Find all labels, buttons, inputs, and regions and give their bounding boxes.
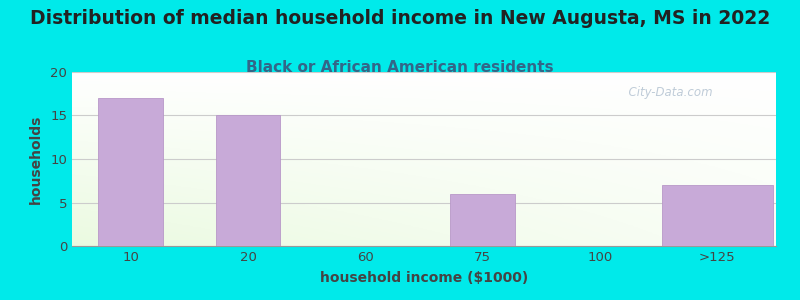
Bar [450, 194, 515, 246]
Bar [662, 185, 773, 246]
Bar [98, 98, 163, 246]
X-axis label: household income ($1000): household income ($1000) [320, 271, 528, 285]
Text: Distribution of median household income in New Augusta, MS in 2022: Distribution of median household income … [30, 9, 770, 28]
Y-axis label: households: households [29, 114, 43, 204]
Text: City-Data.com: City-Data.com [621, 86, 713, 99]
Bar [216, 116, 280, 246]
Text: Black or African American residents: Black or African American residents [246, 60, 554, 75]
